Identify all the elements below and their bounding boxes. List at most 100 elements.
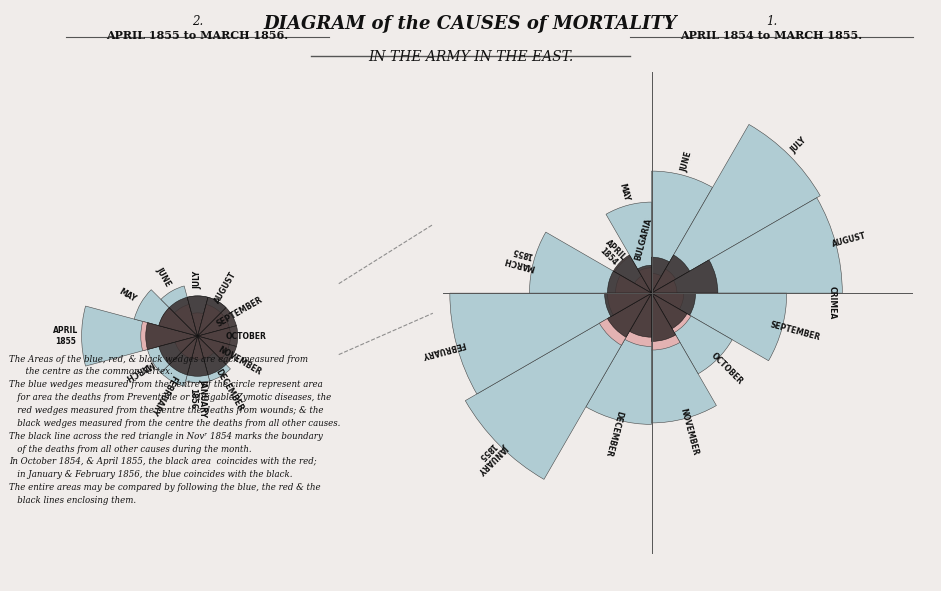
Text: NOVEMBER: NOVEMBER xyxy=(678,407,699,456)
Wedge shape xyxy=(192,313,203,336)
Wedge shape xyxy=(599,293,651,345)
Wedge shape xyxy=(615,275,651,293)
Text: BULGARIA: BULGARIA xyxy=(633,217,654,262)
Wedge shape xyxy=(187,296,208,336)
Wedge shape xyxy=(182,336,198,359)
Wedge shape xyxy=(198,336,236,365)
Text: JANUARY
1856: JANUARY 1856 xyxy=(188,379,207,417)
Wedge shape xyxy=(586,293,651,424)
Wedge shape xyxy=(651,293,680,350)
Wedge shape xyxy=(651,255,690,293)
Wedge shape xyxy=(608,293,651,315)
Wedge shape xyxy=(651,293,732,374)
Text: JUNE: JUNE xyxy=(679,151,694,173)
Wedge shape xyxy=(174,304,198,336)
Wedge shape xyxy=(606,202,651,293)
Text: MARCH: MARCH xyxy=(123,358,154,382)
Text: APRIL
1855: APRIL 1855 xyxy=(53,326,78,346)
Wedge shape xyxy=(169,336,198,375)
Text: OCTOBER: OCTOBER xyxy=(710,351,744,386)
Wedge shape xyxy=(198,336,226,375)
Wedge shape xyxy=(198,313,230,336)
Wedge shape xyxy=(192,336,203,359)
Text: DECEMBER: DECEMBER xyxy=(603,409,625,457)
Wedge shape xyxy=(651,293,684,309)
Text: FEBRUARY: FEBRUARY xyxy=(149,373,179,417)
Text: JANUARY
1855: JANUARY 1855 xyxy=(470,434,510,475)
Text: SEPTEMBER: SEPTEMBER xyxy=(769,320,821,343)
Wedge shape xyxy=(651,260,718,293)
Text: IN THE ARMY IN THE EAST.: IN THE ARMY IN THE EAST. xyxy=(368,50,573,64)
Wedge shape xyxy=(169,297,198,336)
Wedge shape xyxy=(651,171,712,293)
Text: 2.: 2. xyxy=(192,15,203,28)
Wedge shape xyxy=(198,336,230,359)
Wedge shape xyxy=(651,293,716,423)
Wedge shape xyxy=(185,336,210,382)
Text: CRIMEA: CRIMEA xyxy=(827,285,837,319)
Text: JULY: JULY xyxy=(789,136,808,155)
Text: AUGUST: AUGUST xyxy=(831,231,867,249)
Wedge shape xyxy=(82,306,198,366)
Wedge shape xyxy=(159,308,198,336)
Wedge shape xyxy=(651,274,662,293)
Wedge shape xyxy=(198,297,226,336)
Wedge shape xyxy=(146,323,198,349)
Wedge shape xyxy=(159,336,198,365)
Wedge shape xyxy=(614,255,651,293)
Text: DIAGRAM of the CAUSES of MORTALITY: DIAGRAM of the CAUSES of MORTALITY xyxy=(263,15,678,33)
Text: APRIL 1855 to MARCH 1856.: APRIL 1855 to MARCH 1856. xyxy=(106,30,289,41)
Wedge shape xyxy=(198,297,226,336)
Text: NOVEMBER: NOVEMBER xyxy=(216,345,263,376)
Wedge shape xyxy=(651,257,669,293)
Wedge shape xyxy=(651,198,842,293)
Wedge shape xyxy=(638,265,651,293)
Wedge shape xyxy=(187,296,208,336)
Wedge shape xyxy=(651,293,687,329)
Wedge shape xyxy=(198,304,221,336)
Wedge shape xyxy=(161,286,198,336)
Wedge shape xyxy=(639,268,651,293)
Wedge shape xyxy=(198,336,214,359)
Wedge shape xyxy=(198,313,230,336)
Wedge shape xyxy=(135,290,198,336)
Wedge shape xyxy=(651,293,695,315)
Text: 1.: 1. xyxy=(766,15,777,28)
Wedge shape xyxy=(187,336,208,376)
Text: JUNE: JUNE xyxy=(154,266,173,288)
Wedge shape xyxy=(141,322,198,351)
Text: APRIL
1854: APRIL 1854 xyxy=(596,238,628,269)
Text: MARCH
1855: MARCH 1855 xyxy=(502,245,538,271)
Wedge shape xyxy=(159,308,198,336)
Wedge shape xyxy=(148,336,198,373)
Wedge shape xyxy=(608,293,651,337)
Text: APRIL 1854 to MARCH 1855.: APRIL 1854 to MARCH 1855. xyxy=(680,30,863,41)
Wedge shape xyxy=(450,293,651,394)
Wedge shape xyxy=(175,336,198,352)
Text: MAY: MAY xyxy=(117,287,137,304)
Wedge shape xyxy=(198,327,231,345)
Wedge shape xyxy=(651,125,821,293)
Wedge shape xyxy=(604,293,651,317)
Wedge shape xyxy=(198,326,238,346)
Text: MAY: MAY xyxy=(617,182,631,202)
Wedge shape xyxy=(198,336,231,381)
Wedge shape xyxy=(614,256,651,293)
Text: JULY: JULY xyxy=(193,271,202,289)
Wedge shape xyxy=(198,327,231,345)
Wedge shape xyxy=(198,308,236,336)
Text: AUGUST: AUGUST xyxy=(213,270,238,305)
Text: OCTOBER: OCTOBER xyxy=(226,332,267,340)
Wedge shape xyxy=(465,293,651,479)
Wedge shape xyxy=(651,269,676,293)
Wedge shape xyxy=(625,293,651,346)
Wedge shape xyxy=(608,271,651,293)
Wedge shape xyxy=(651,280,677,293)
Text: FEBRUARY: FEBRUARY xyxy=(421,339,467,359)
Text: SEPTEMBER: SEPTEMBER xyxy=(215,295,264,329)
Wedge shape xyxy=(651,293,691,333)
Wedge shape xyxy=(651,293,787,361)
Wedge shape xyxy=(651,293,676,342)
Text: DECEMBER: DECEMBER xyxy=(214,368,245,413)
Text: The Areas of the blue, red, & black wedges are each measured from
      the cent: The Areas of the blue, red, & black wedg… xyxy=(9,355,341,505)
